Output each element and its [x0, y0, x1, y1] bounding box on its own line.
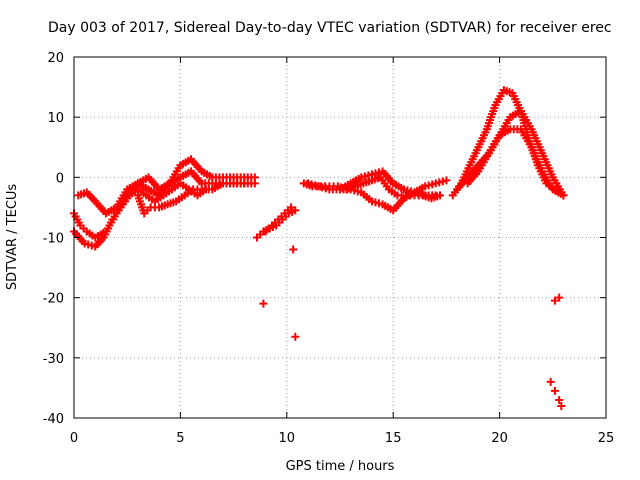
data-point — [550, 296, 559, 305]
data-point — [240, 179, 249, 188]
y-tick-label: -20 — [43, 292, 64, 307]
x-tick-label: 20 — [491, 431, 508, 446]
y-tick-label: 10 — [47, 111, 64, 126]
data-point — [550, 386, 559, 395]
chart-title: Day 003 of 2017, Sidereal Day-to-day VTE… — [48, 20, 612, 36]
data-point — [546, 377, 555, 386]
data-point — [559, 191, 568, 200]
data-point — [291, 206, 300, 215]
data-point — [555, 395, 564, 404]
y-tick-label: 20 — [47, 51, 64, 66]
data-point — [557, 401, 566, 410]
y-tick-label: -40 — [43, 412, 64, 427]
grid — [74, 57, 606, 418]
data-point — [431, 191, 440, 200]
y-tick-label: 0 — [56, 171, 64, 186]
x-tick-label: 0 — [70, 431, 78, 446]
data-point — [291, 332, 300, 341]
axis-ticks: 0 5 10 15 20 25 20 10 0 -10 -20 -30 -40 — [43, 51, 615, 446]
data-point — [250, 173, 259, 182]
x-tick-label: 5 — [176, 431, 184, 446]
data-point — [287, 203, 296, 212]
data-point — [555, 293, 564, 302]
y-axis-label: SDTVAR / TECUs — [5, 184, 20, 291]
x-axis-label: GPS time / hours — [286, 459, 395, 474]
x-tick-label: 10 — [279, 431, 296, 446]
data-point — [259, 299, 268, 308]
y-tick-label: -30 — [43, 352, 64, 367]
x-tick-label: 25 — [598, 431, 615, 446]
data-point — [442, 176, 451, 185]
data-point — [289, 245, 298, 254]
data-marks — [70, 86, 568, 410]
y-tick-label: -10 — [43, 232, 64, 247]
x-tick-label: 15 — [385, 431, 402, 446]
